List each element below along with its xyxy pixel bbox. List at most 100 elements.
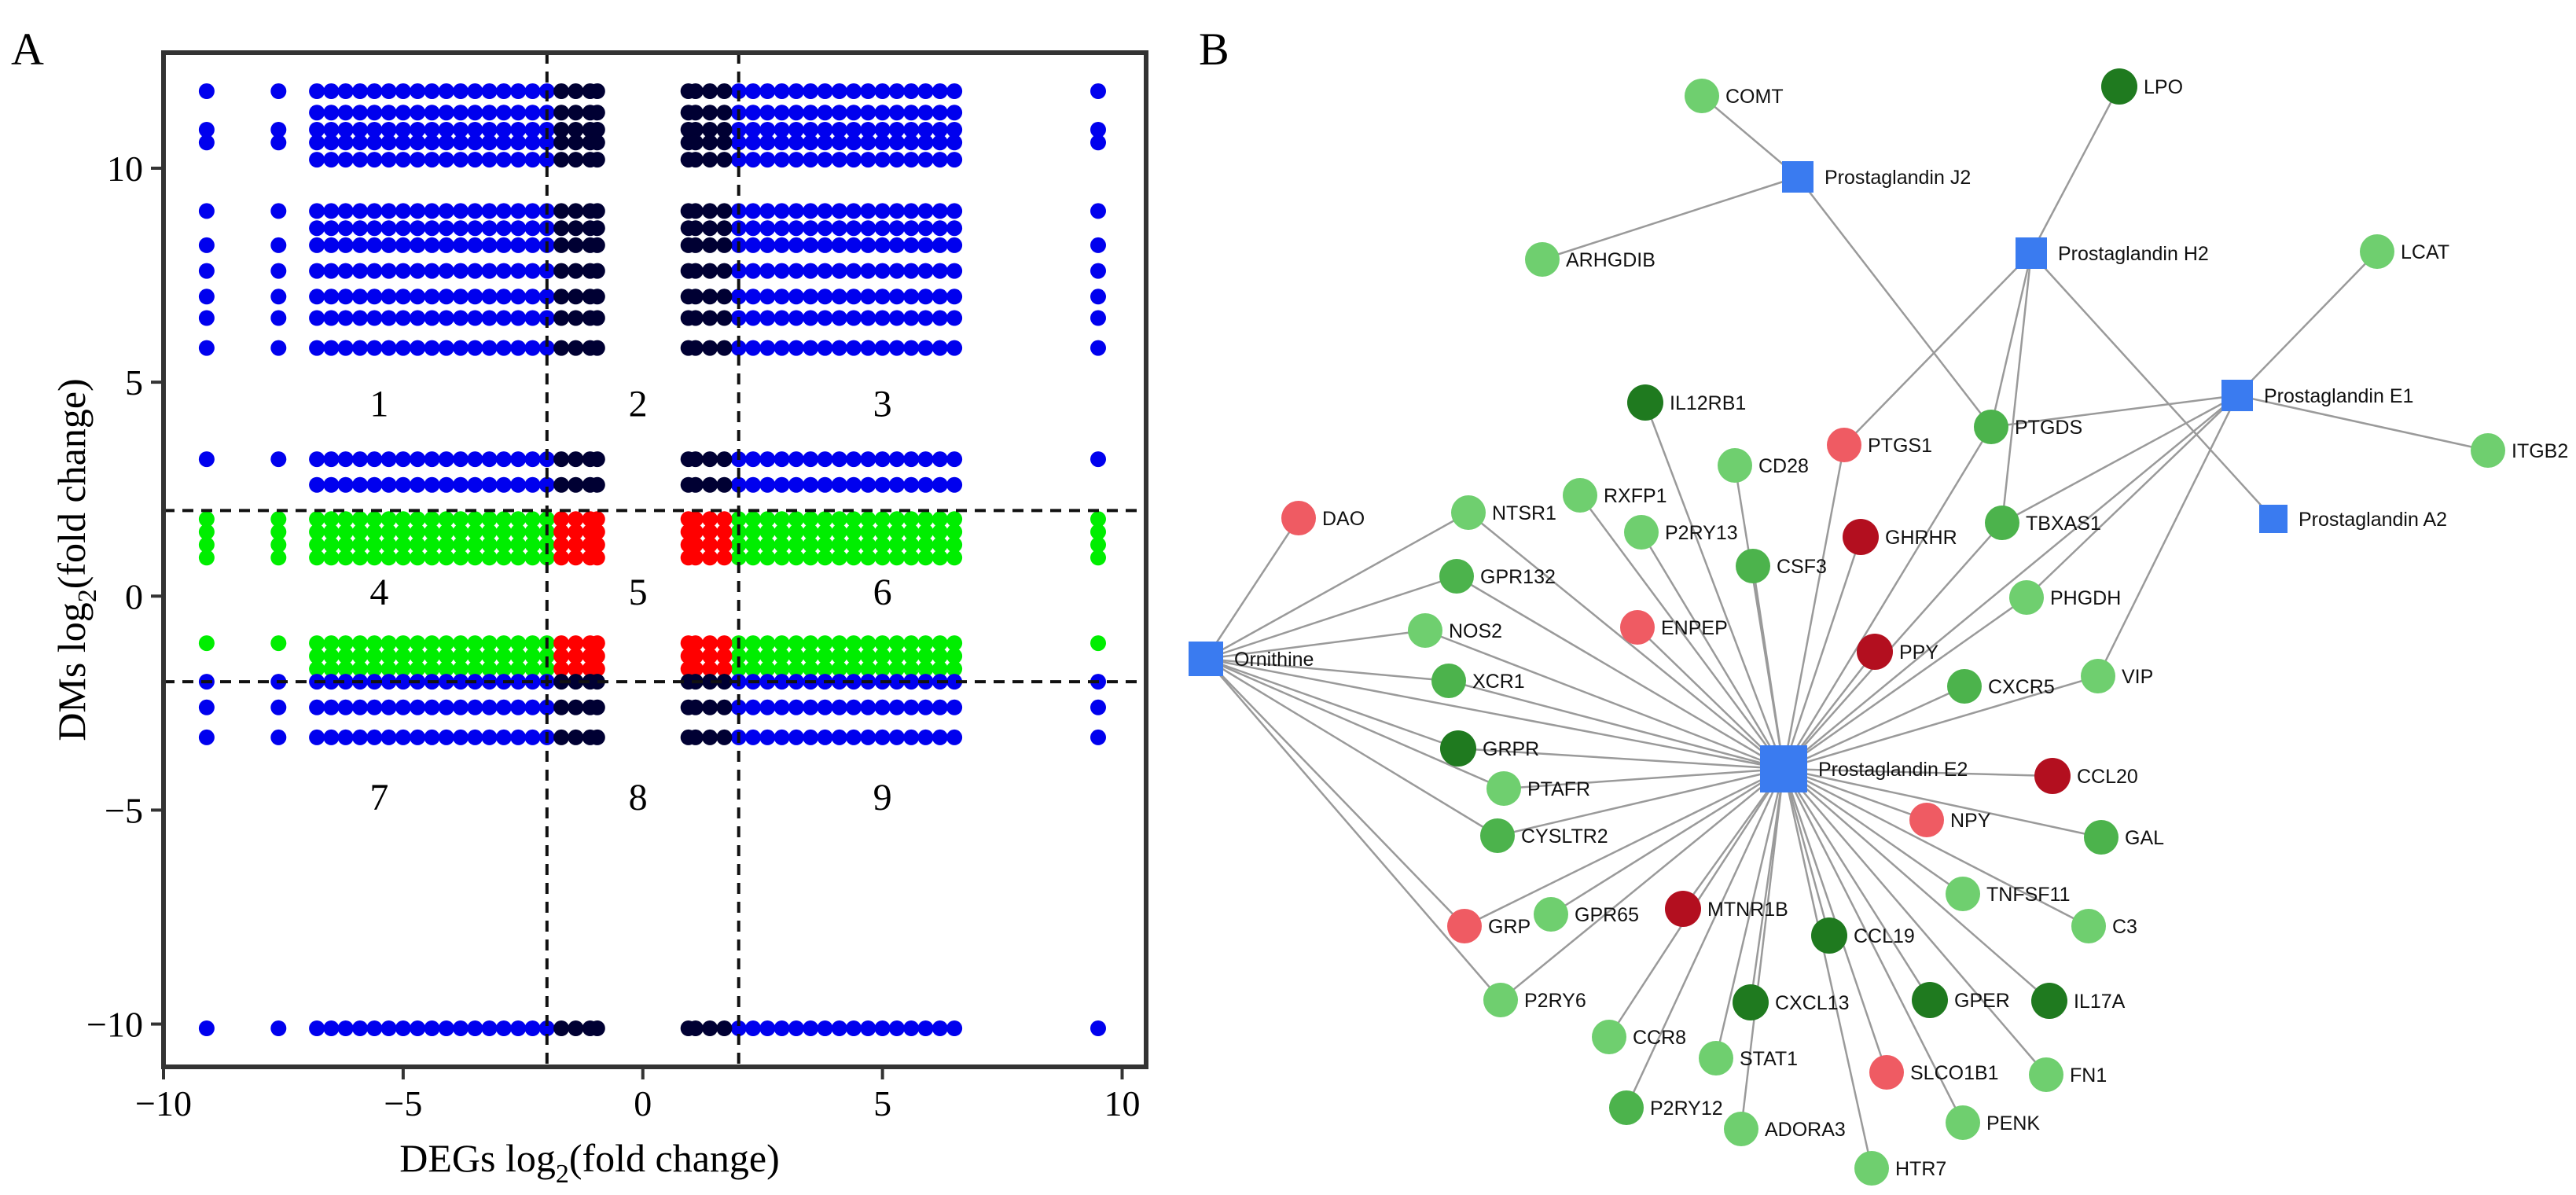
- data-point: [589, 660, 605, 677]
- data-point: [702, 536, 718, 553]
- network-edge: [1783, 685, 1965, 770]
- data-point: [395, 1020, 411, 1036]
- data-point: [687, 648, 704, 664]
- data-point: [395, 220, 411, 237]
- data-point: [524, 237, 541, 253]
- data-point: [568, 451, 584, 468]
- data-point: [702, 524, 718, 540]
- data-point: [323, 524, 340, 540]
- data-point: [481, 635, 498, 652]
- data-point: [860, 451, 876, 468]
- gene-circle: [1985, 506, 2019, 540]
- data-point: [917, 134, 934, 151]
- data-point: [745, 203, 761, 219]
- data-point: [846, 152, 862, 168]
- data-point: [903, 536, 920, 553]
- gene-node: CXCL13: [1733, 984, 1850, 1020]
- data-point: [553, 203, 570, 219]
- node-label: FN1: [2070, 1064, 2107, 1087]
- data-point: [410, 729, 426, 745]
- data-point: [524, 660, 541, 677]
- data-point: [410, 237, 426, 253]
- network-edge: [1782, 536, 1862, 770]
- node-label: Prostaglandin H2: [2058, 243, 2209, 265]
- network-edges: [1204, 86, 2489, 1169]
- data-point: [424, 550, 440, 566]
- data-point: [438, 237, 454, 253]
- gene-node: P2RY6: [1483, 983, 1586, 1017]
- data-point: [467, 122, 483, 138]
- data-point: [524, 220, 541, 237]
- data-point: [568, 536, 584, 553]
- data-point: [803, 340, 819, 356]
- data-point: [917, 83, 934, 99]
- panel-a-label: A: [11, 24, 44, 75]
- data-point: [510, 699, 527, 715]
- data-point: [745, 263, 761, 279]
- data-point: [395, 134, 411, 151]
- gene-circle: [1946, 877, 1980, 911]
- data-point: [759, 660, 776, 677]
- data-point: [438, 451, 454, 468]
- data-point: [337, 237, 354, 253]
- gene-node: GRP: [1447, 909, 1531, 943]
- data-point: [410, 550, 426, 566]
- data-point: [888, 152, 905, 168]
- data-point: [917, 152, 934, 168]
- node-label: GRPR: [1483, 738, 1539, 760]
- data-point: [524, 263, 541, 279]
- data-point: [846, 476, 862, 493]
- data-point: [453, 152, 469, 168]
- data-point: [903, 340, 920, 356]
- data-point: [774, 536, 790, 553]
- data-point: [716, 340, 733, 356]
- data-point: [846, 220, 862, 237]
- data-point: [716, 660, 733, 677]
- data-point: [495, 263, 512, 279]
- data-point: [395, 203, 411, 219]
- data-point: [410, 524, 426, 540]
- data-point: [817, 152, 833, 168]
- data-point: [538, 648, 555, 664]
- gene-node: STAT1: [1699, 1041, 1798, 1076]
- data-point: [337, 524, 354, 540]
- gene-node: IL17A: [2031, 983, 2126, 1019]
- node-label: Prostaglandin A2: [2299, 509, 2447, 531]
- gene-node: PENK: [1946, 1105, 2040, 1140]
- data-point: [774, 1020, 790, 1036]
- data-point: [759, 83, 776, 99]
- data-point: [424, 203, 440, 219]
- data-point: [309, 340, 325, 356]
- node-label: C3: [2112, 916, 2137, 938]
- data-point: [524, 105, 541, 121]
- data-point: [352, 340, 368, 356]
- node-label: NTSR1: [1492, 502, 1556, 524]
- data-point: [380, 237, 397, 253]
- data-point: [831, 220, 847, 237]
- data-point: [874, 263, 891, 279]
- data-point: [424, 1020, 440, 1036]
- data-point: [568, 340, 584, 356]
- gene-node: FN1: [2029, 1057, 2107, 1092]
- network-edge: [1205, 657, 1459, 750]
- data-point: [846, 105, 862, 121]
- data-point: [831, 134, 847, 151]
- data-point: [270, 134, 287, 151]
- data-point: [903, 122, 920, 138]
- data-point: [510, 122, 527, 138]
- node-label: ADORA3: [1765, 1119, 1846, 1141]
- data-point: [903, 674, 920, 690]
- data-point: [831, 729, 847, 745]
- data-point: [568, 203, 584, 219]
- data-point: [860, 524, 876, 540]
- network-edge: [2030, 252, 2274, 520]
- node-label: ARHGDIB: [1566, 249, 1655, 271]
- data-point: [903, 1020, 920, 1036]
- data-point: [888, 476, 905, 493]
- data-point: [946, 635, 963, 652]
- data-point: [946, 451, 963, 468]
- gene-circle: [1912, 982, 1948, 1018]
- data-point: [831, 699, 847, 715]
- data-point: [788, 729, 804, 745]
